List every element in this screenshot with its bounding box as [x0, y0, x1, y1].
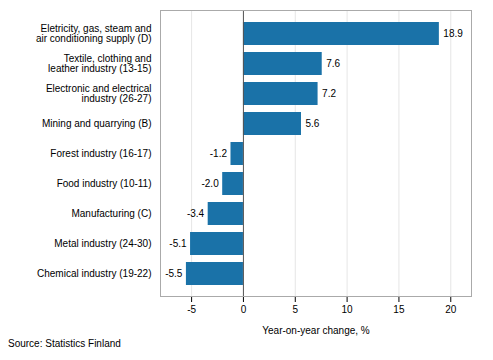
svg-text:-1.2: -1.2	[210, 148, 228, 159]
svg-text:Forest industry (16-17): Forest industry (16-17)	[50, 148, 151, 159]
svg-text:7.6: 7.6	[326, 58, 340, 69]
svg-text:5: 5	[292, 304, 298, 315]
svg-text:Electronic and electricalindus: Electronic and electricalindustry (26-27…	[46, 83, 152, 104]
svg-text:Metal industry (24-30): Metal industry (24-30)	[54, 238, 151, 249]
svg-text:7.2: 7.2	[322, 88, 336, 99]
svg-text:-5.1: -5.1	[169, 238, 187, 249]
svg-text:Textile, clothing andleather i: Textile, clothing andleather industry (1…	[48, 53, 151, 74]
svg-text:10: 10	[342, 304, 354, 315]
svg-text:18.9: 18.9	[443, 28, 463, 39]
svg-text:15: 15	[393, 304, 405, 315]
svg-text:-5.5: -5.5	[165, 268, 183, 279]
svg-text:20: 20	[445, 304, 457, 315]
svg-text:-2.0: -2.0	[201, 178, 219, 189]
svg-text:-5: -5	[187, 304, 196, 315]
svg-text:Chemical industry (19-22): Chemical industry (19-22)	[37, 268, 152, 279]
html-text:Source: Statistics Finland: Source: Statistics Finland	[8, 338, 121, 349]
svg-text:Mining and quarrying (B): Mining and quarrying (B)	[42, 118, 152, 129]
svg-text:0: 0	[241, 304, 247, 315]
svg-text:-3.4: -3.4	[187, 208, 205, 219]
svg-text:Eletricity, gas, steam andair: Eletricity, gas, steam andair conditioni…	[36, 23, 152, 44]
svg-text:Year-on-year change, %: Year-on-year change, %	[262, 325, 370, 336]
svg-text:Food industry (10-11): Food industry (10-11)	[57, 178, 152, 189]
svg-text:5.6: 5.6	[305, 118, 319, 129]
svg-text:Manufacturing (C): Manufacturing (C)	[71, 208, 151, 219]
